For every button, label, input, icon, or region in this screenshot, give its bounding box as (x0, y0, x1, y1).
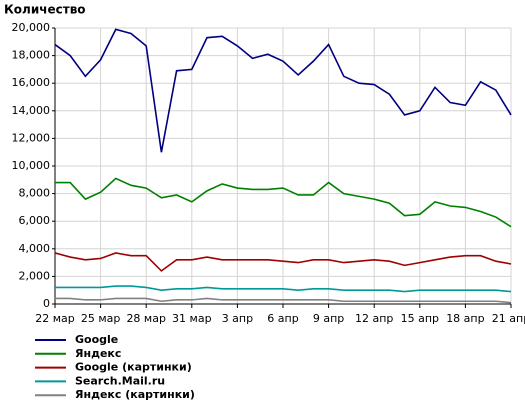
x-tick-label: 12 апр (355, 312, 393, 325)
legend-label: Search.Mail.ru (75, 374, 165, 387)
series-line (55, 177, 512, 228)
x-tick-label: 18 апр (446, 312, 484, 325)
x-tick-label: 6 апр (267, 312, 298, 325)
legend-label: Google (картинки) (75, 361, 192, 374)
x-tick-label: 15 апр (401, 312, 439, 325)
y-tick-label: 12,000 (12, 131, 51, 144)
x-tick-label: 3 апр (222, 312, 253, 325)
y-tick-label: 18,000 (12, 49, 51, 62)
y-tick-label: 16,000 (12, 76, 51, 89)
series-line (55, 297, 512, 304)
x-tick-label: 22 мар (35, 312, 75, 325)
x-tick-label: 9 апр (313, 312, 344, 325)
legend-label: Яндекс (картинки) (75, 388, 195, 401)
x-tick-label: 31 мар (172, 312, 212, 325)
chart-title: Количество (4, 3, 86, 17)
y-tick-label: 10,000 (12, 159, 51, 172)
x-tick-label: 25 мар (81, 312, 121, 325)
legend-label: Яндекс (75, 347, 121, 360)
y-tick-label: 4,000 (19, 242, 51, 255)
series-line (54, 252, 512, 272)
y-tick-label: 0 (43, 297, 50, 310)
series-line (55, 285, 512, 293)
y-tick-label: 20,000 (12, 21, 51, 34)
series-line (54, 28, 512, 153)
legend-label: Google (75, 333, 118, 346)
y-tick-label: 6,000 (19, 214, 51, 227)
x-tick-label: 21 апр (492, 312, 525, 325)
y-tick-label: 8,000 (19, 187, 51, 200)
y-tick-label: 2,000 (19, 269, 51, 282)
x-tick-label: 28 мар (126, 312, 166, 325)
y-tick-label: 14,000 (12, 104, 51, 117)
